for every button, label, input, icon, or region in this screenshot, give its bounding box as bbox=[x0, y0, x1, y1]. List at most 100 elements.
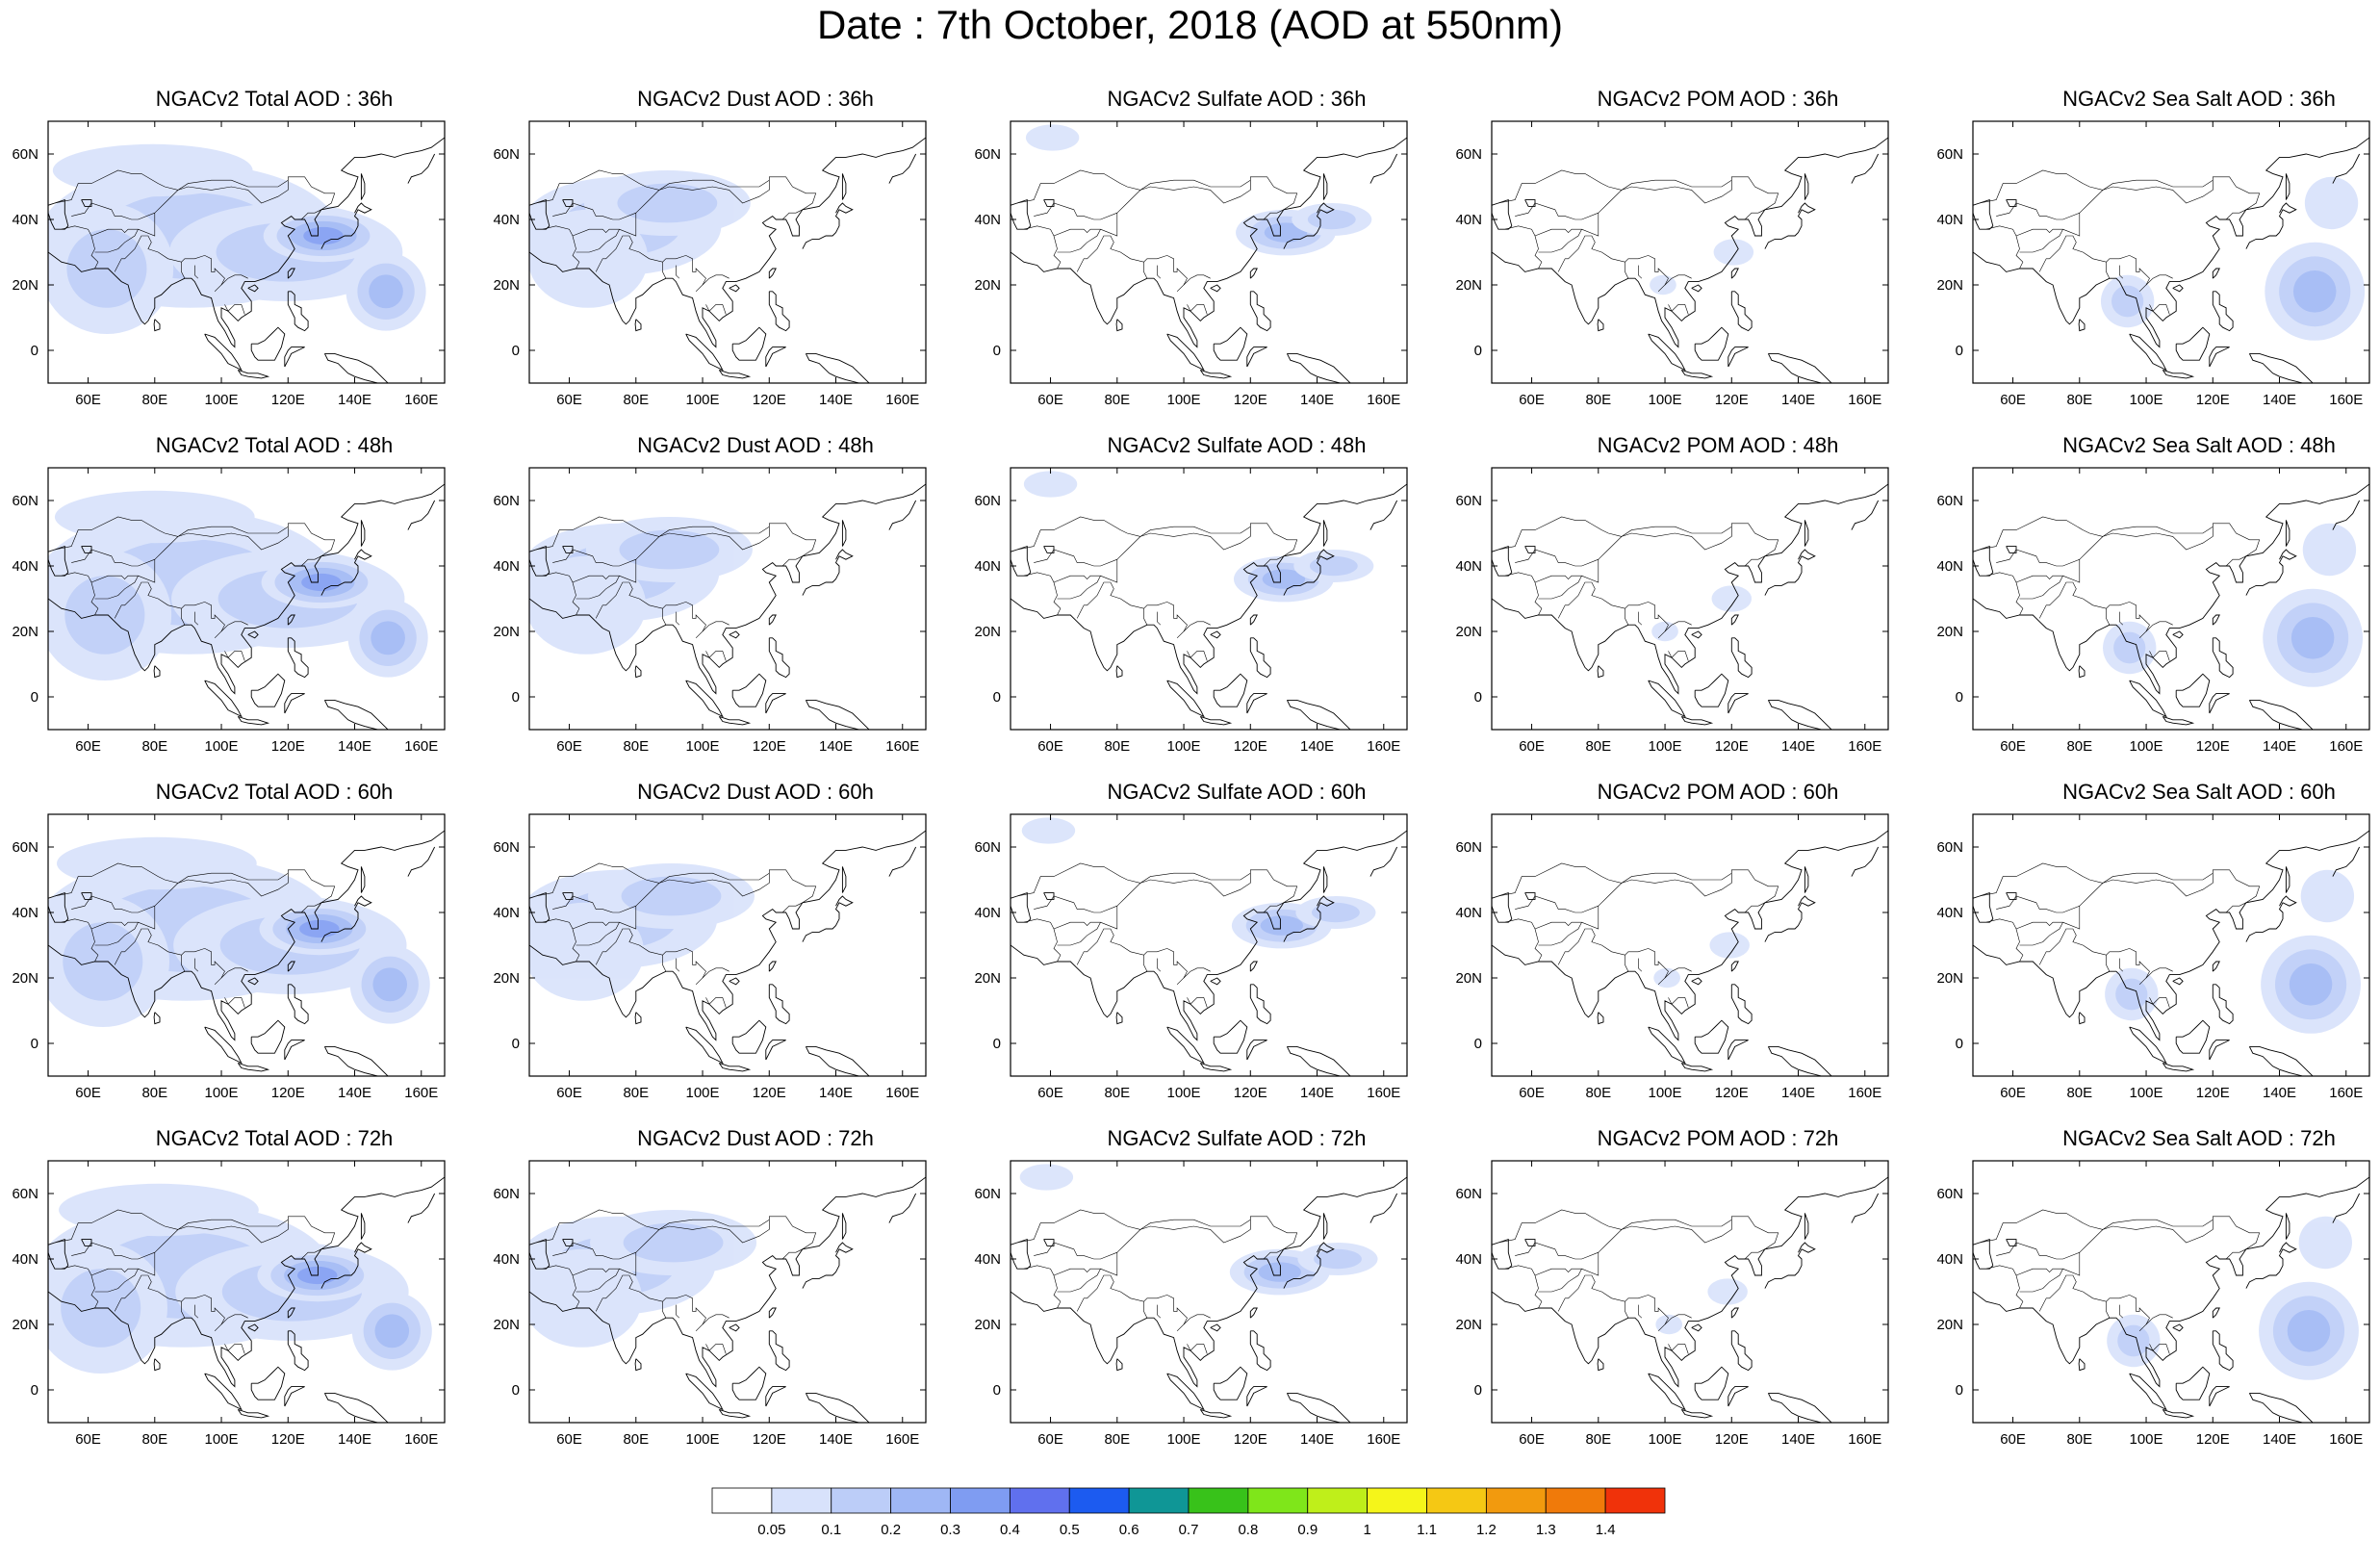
country-border bbox=[224, 651, 245, 661]
coastline bbox=[1210, 977, 1221, 986]
colorbar-label: 1.2 bbox=[1476, 1522, 1497, 1538]
map-panel-total-60h: NGACv2 Total AOD : 60h 60E 80E 100E 120E 140E… bbox=[12, 778, 500, 1124]
aod-shading bbox=[1025, 124, 1372, 256]
coastline bbox=[1767, 1392, 1832, 1423]
lat-tick-label: 20N bbox=[12, 1317, 38, 1333]
coastline bbox=[685, 333, 724, 372]
coastline bbox=[685, 680, 724, 718]
coastline bbox=[320, 549, 372, 596]
lon-tick-label: 120E bbox=[271, 1085, 305, 1101]
aod-contour bbox=[299, 919, 340, 938]
lat-tick-label: 0 bbox=[993, 343, 1001, 359]
map-panel-total-48h: NGACv2 Total AOD : 48h 60E 80E 100E 120E 140E… bbox=[12, 431, 500, 778]
coastline bbox=[1246, 347, 1267, 368]
coastline bbox=[2006, 546, 2017, 553]
country-border bbox=[1157, 265, 1162, 279]
country-border bbox=[1668, 1344, 1689, 1354]
aod-shading bbox=[2105, 869, 2361, 1034]
coastline bbox=[1851, 1193, 1880, 1223]
map-panel-dust-72h: NGACv2 Dust AOD : 72h 60E 80E 100E 120E 140E 1… bbox=[493, 1124, 982, 1471]
coastlines bbox=[1492, 830, 1888, 1076]
coastline bbox=[1115, 1358, 1123, 1372]
aod-contour bbox=[374, 1314, 410, 1348]
coastline bbox=[204, 680, 243, 718]
coastline bbox=[529, 483, 926, 695]
coastline bbox=[1730, 1330, 1753, 1372]
country-border bbox=[1664, 967, 1692, 979]
coastline bbox=[1286, 699, 1351, 730]
country-border bbox=[1985, 572, 2024, 616]
country-border bbox=[1979, 862, 2104, 897]
coastline bbox=[1011, 483, 1407, 695]
lon-tick-label: 140E bbox=[1781, 738, 1815, 755]
coastline bbox=[1246, 1040, 1267, 1061]
coastline bbox=[2212, 637, 2234, 679]
coastline bbox=[1730, 268, 1739, 279]
coastline bbox=[1249, 1307, 1258, 1319]
country-border bbox=[94, 1269, 139, 1293]
coastline bbox=[718, 369, 752, 379]
coastline bbox=[2209, 347, 2230, 368]
lon-tick-label: 140E bbox=[338, 392, 371, 408]
country-border bbox=[662, 1301, 667, 1319]
country-border bbox=[1187, 651, 1208, 661]
coastline bbox=[1524, 1239, 1536, 1246]
lon-tick-label: 160E bbox=[2329, 1085, 2363, 1101]
coastline bbox=[1973, 198, 1994, 230]
country-border bbox=[90, 1268, 139, 1276]
coastline bbox=[1246, 1386, 1267, 1407]
coastline bbox=[1492, 1238, 1513, 1270]
coastline bbox=[2078, 1358, 2086, 1372]
map-frame bbox=[1010, 467, 1408, 731]
map-panel-seasalt-60h: NGACv2 Sea Salt AOD : 60h 60E 80E 100E 120E 1… bbox=[1936, 778, 2380, 1124]
coastline bbox=[1369, 500, 1398, 530]
lat-tick-label: 20N bbox=[1936, 277, 1963, 294]
coastline bbox=[1011, 545, 1032, 577]
coastline bbox=[1249, 961, 1258, 972]
country-border bbox=[1139, 526, 1251, 537]
map-frame bbox=[47, 467, 446, 731]
lon-tick-label: 120E bbox=[2196, 738, 2230, 755]
lon-tick-label: 120E bbox=[1715, 1431, 1749, 1448]
coastline bbox=[1764, 549, 1816, 596]
map-frame bbox=[528, 120, 927, 384]
map-frame bbox=[47, 813, 446, 1077]
lon-tick-label: 80E bbox=[2066, 1085, 2092, 1101]
lat-tick-label: 20N bbox=[1455, 624, 1482, 640]
coastline bbox=[2248, 1045, 2314, 1076]
country-border bbox=[535, 516, 660, 551]
lat-tick-label: 20N bbox=[1936, 1317, 1963, 1333]
lon-tick-label: 140E bbox=[1781, 1431, 1815, 1448]
coastline bbox=[562, 199, 574, 207]
lon-tick-label: 120E bbox=[1715, 738, 1749, 755]
lon-tick-label: 120E bbox=[753, 392, 786, 408]
lon-tick-label: 100E bbox=[205, 1431, 239, 1448]
country-border bbox=[1497, 169, 1623, 204]
lat-tick-label: 40N bbox=[974, 1251, 1001, 1268]
lat-tick-label: 60N bbox=[1936, 493, 1963, 509]
coastline bbox=[888, 153, 917, 184]
country-border bbox=[71, 549, 155, 567]
coastline bbox=[2285, 866, 2290, 893]
lon-tick-label: 140E bbox=[2263, 1085, 2296, 1101]
country-border bbox=[1100, 523, 1298, 583]
country-border bbox=[2106, 262, 2111, 279]
country-border bbox=[1625, 262, 1629, 279]
lon-tick-label: 100E bbox=[1167, 1431, 1201, 1448]
coastline bbox=[1767, 699, 1832, 730]
lat-tick-label: 60N bbox=[974, 146, 1001, 163]
lon-tick-label: 120E bbox=[753, 1431, 786, 1448]
panel-title: NGACv2 Sea Salt AOD : 48h bbox=[2062, 433, 2336, 457]
coastline bbox=[237, 715, 270, 726]
coastline bbox=[81, 546, 92, 553]
coastline bbox=[250, 1019, 286, 1054]
lat-tick-label: 0 bbox=[31, 689, 38, 706]
colorbar-svg: 0.05 0.1 0.2 0.3 0.4 0.5 0.6 0.7 0.8 0.9 1 1.1 1.2 1.… bbox=[711, 1487, 1666, 1538]
country-border bbox=[2038, 928, 2150, 986]
country-border bbox=[658, 872, 770, 884]
lat-tick-label: 40N bbox=[493, 1251, 520, 1268]
lon-tick-label: 100E bbox=[2130, 738, 2163, 755]
lat-tick-label: 60N bbox=[493, 493, 520, 509]
lat-tick-label: 40N bbox=[493, 905, 520, 921]
lat-tick-label: 20N bbox=[12, 277, 38, 294]
